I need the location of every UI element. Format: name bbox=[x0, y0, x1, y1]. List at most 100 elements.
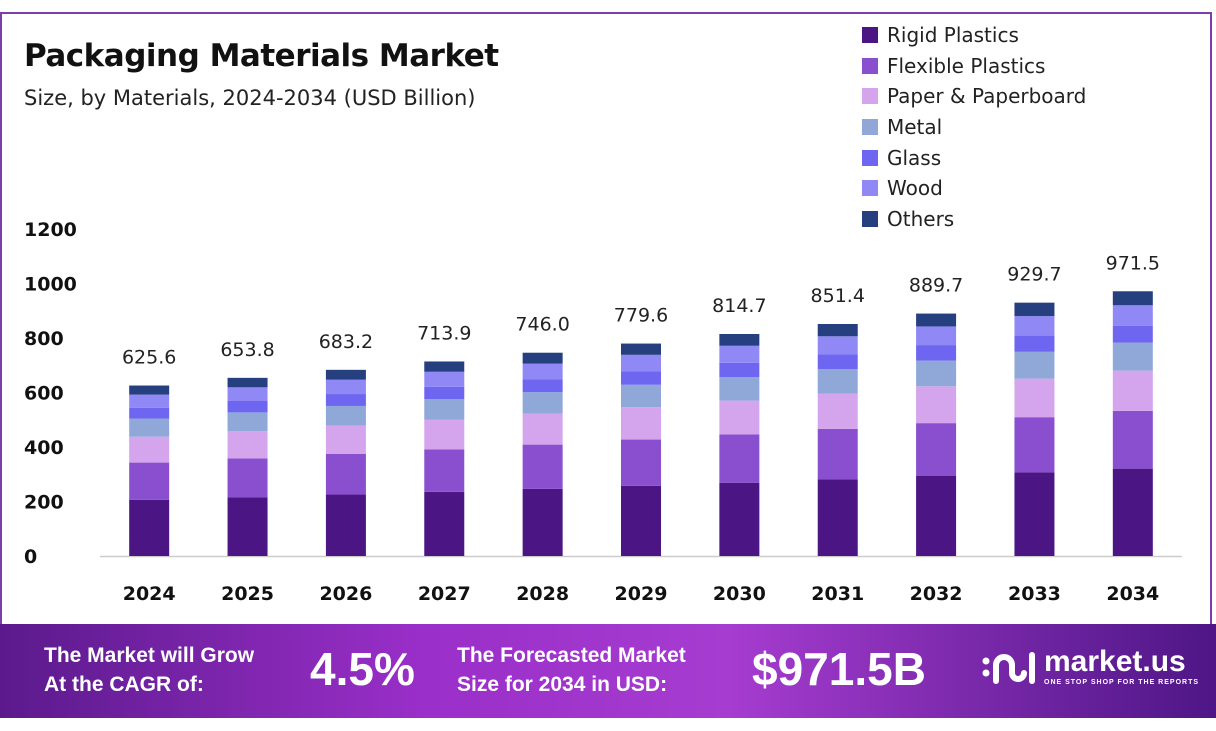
bar-segment-paper-paperboard bbox=[227, 431, 268, 459]
bar-segment-flexible-plastics bbox=[325, 453, 366, 495]
bar-segment-flexible-plastics bbox=[916, 423, 957, 476]
legend-label: Glass bbox=[887, 145, 942, 170]
y-tick-label: 1000 bbox=[24, 274, 77, 296]
bar-segment-glass bbox=[129, 407, 170, 419]
legend-label: Paper & Paperboard bbox=[887, 84, 1087, 109]
legend-label: Wood bbox=[887, 176, 943, 201]
legend-item: Glass bbox=[862, 142, 1086, 173]
bar-segment-others bbox=[129, 385, 170, 395]
x-tick-label: 2027 bbox=[418, 583, 471, 605]
bar-segment-glass bbox=[522, 379, 563, 393]
bar-segment-others bbox=[1014, 302, 1055, 317]
bar-segment-glass bbox=[325, 394, 366, 406]
bar-segment-wood bbox=[719, 345, 760, 363]
bar-segment-paper-paperboard bbox=[621, 407, 661, 440]
data-label-total: 683.2 bbox=[319, 331, 373, 353]
forecast-label: The Forecasted Market Size for 2034 in U… bbox=[457, 641, 686, 699]
data-label-total: 814.7 bbox=[712, 295, 766, 317]
bar-segment-flexible-plastics bbox=[719, 434, 760, 483]
x-tick-label: 2026 bbox=[319, 583, 372, 605]
legend-item: Paper & Paperboard bbox=[862, 81, 1086, 112]
data-label-total: 625.6 bbox=[122, 347, 176, 369]
x-tick-label: 2034 bbox=[1106, 583, 1159, 605]
cagr-label: The Market will Grow At the CAGR of: bbox=[44, 641, 254, 699]
legend-item: Wood bbox=[862, 173, 1086, 204]
x-tick-label: 2031 bbox=[811, 583, 864, 605]
bar-segment-others bbox=[817, 323, 858, 337]
legend-item: Flexible Plastics bbox=[862, 51, 1086, 82]
logo-text: market.us ONE STOP SHOP FOR THE REPORTS bbox=[1044, 646, 1199, 688]
y-tick-label: 200 bbox=[24, 492, 64, 514]
bar-segment-others bbox=[227, 377, 268, 388]
x-tick-label: 2033 bbox=[1008, 583, 1061, 605]
bar-segment-others bbox=[719, 333, 760, 346]
x-tick-label: 2030 bbox=[713, 583, 766, 605]
bar-segment-rigid-plastics bbox=[522, 488, 563, 556]
bar-segment-rigid-plastics bbox=[916, 475, 957, 556]
bar-segment-glass bbox=[1014, 335, 1055, 352]
y-tick-label: 1200 bbox=[24, 219, 77, 241]
cagr-label-line2: At the CAGR of: bbox=[44, 673, 204, 696]
bar-segment-flexible-plastics bbox=[1014, 417, 1055, 473]
legend-swatch bbox=[862, 27, 878, 44]
y-tick-label: 0 bbox=[24, 546, 37, 568]
bar-segment-paper-paperboard bbox=[129, 436, 170, 463]
bar-segment-wood bbox=[1014, 316, 1055, 336]
bar-segment-rigid-plastics bbox=[719, 482, 760, 556]
footer-banner: The Market will Grow At the CAGR of: 4.5… bbox=[0, 624, 1216, 718]
bar-segment-wood bbox=[227, 387, 268, 402]
bar-segment-flexible-plastics bbox=[424, 449, 465, 492]
x-tick-label: 2028 bbox=[516, 583, 569, 605]
bar-segment-metal bbox=[522, 392, 563, 414]
bar-segment-others bbox=[522, 352, 563, 364]
logo-tagline: ONE STOP SHOP FOR THE REPORTS bbox=[1044, 679, 1200, 686]
bar-segment-paper-paperboard bbox=[1112, 370, 1153, 411]
x-tick-label: 2029 bbox=[615, 583, 668, 605]
bar-segment-metal bbox=[424, 399, 465, 420]
bar-segment-metal bbox=[227, 412, 268, 432]
bar-segment-metal bbox=[817, 369, 858, 394]
bar-segment-others bbox=[325, 369, 366, 380]
legend-swatch bbox=[862, 149, 878, 166]
legend-item: Rigid Plastics bbox=[862, 20, 1086, 51]
bar-segment-glass bbox=[916, 345, 957, 361]
bar-segment-rigid-plastics bbox=[621, 485, 661, 556]
x-tick-label: 2025 bbox=[221, 583, 274, 605]
chart-frame bbox=[0, 12, 1212, 717]
bar-segment-flexible-plastics bbox=[129, 462, 170, 500]
forecast-label-line1: The Forecasted Market bbox=[457, 644, 686, 667]
bar-segment-wood bbox=[424, 371, 465, 387]
bar-segment-metal bbox=[1014, 351, 1055, 379]
bar-segment-glass bbox=[424, 386, 465, 400]
bar-segment-wood bbox=[325, 379, 366, 395]
bar-segment-paper-paperboard bbox=[325, 425, 366, 454]
x-tick-label: 2032 bbox=[910, 583, 963, 605]
bar-segment-flexible-plastics bbox=[1112, 410, 1153, 469]
bar-segment-flexible-plastics bbox=[817, 428, 858, 480]
bar-segment-rigid-plastics bbox=[424, 491, 465, 556]
data-label-total: 746.0 bbox=[515, 314, 569, 336]
bar-segment-paper-paperboard bbox=[522, 413, 563, 445]
logo-name: market.us bbox=[1044, 645, 1186, 678]
plot-area: 0 200 400 600 800 1000 1200 625.6 2024 653.8 2025 6… bbox=[24, 219, 1182, 605]
x-tick-label: 2024 bbox=[123, 583, 176, 605]
bar-segment-flexible-plastics bbox=[522, 444, 563, 489]
forecast-label-line2: Size for 2034 in USD: bbox=[457, 673, 668, 696]
data-label-total: 851.4 bbox=[811, 285, 865, 307]
data-label-total: 713.9 bbox=[417, 322, 471, 344]
y-tick-label: 800 bbox=[24, 328, 64, 350]
legend-swatch bbox=[862, 119, 878, 136]
bar-segment-wood bbox=[1112, 305, 1153, 326]
bar-segment-metal bbox=[719, 377, 760, 401]
legend-label: Others bbox=[887, 206, 955, 231]
bar-segment-others bbox=[621, 343, 661, 355]
bar-segment-paper-paperboard bbox=[424, 419, 465, 450]
bar-segment-rigid-plastics bbox=[1014, 472, 1055, 556]
forecast-value: $971.5B bbox=[752, 643, 926, 695]
bar-segment-metal bbox=[129, 418, 170, 437]
cagr-label-line1: The Market will Grow bbox=[44, 644, 255, 667]
y-tick-label: 600 bbox=[24, 383, 64, 405]
bar-segment-paper-paperboard bbox=[719, 400, 760, 435]
data-label-total: 779.6 bbox=[614, 305, 668, 327]
bar-segment-flexible-plastics bbox=[227, 458, 268, 498]
